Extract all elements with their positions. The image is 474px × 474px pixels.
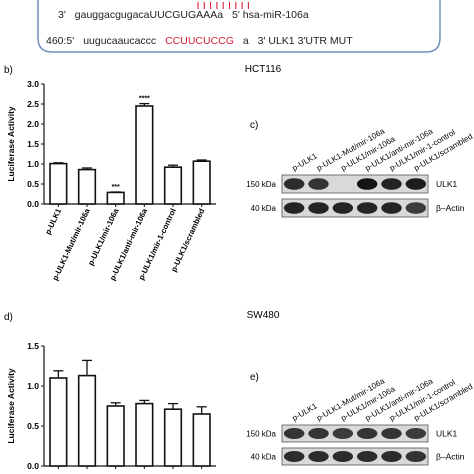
blot-band bbox=[283, 451, 305, 462]
bar bbox=[163, 166, 183, 205]
mir-sequence: gauggacgugacaUUCGUGAAAa bbox=[75, 9, 223, 21]
panel-label-d: d) bbox=[4, 312, 13, 323]
blot-band bbox=[308, 428, 329, 439]
blot-band bbox=[381, 202, 402, 214]
bar bbox=[77, 374, 97, 467]
blot-band bbox=[405, 202, 427, 214]
y-tick-label: 0.5 bbox=[27, 421, 39, 431]
blot-protein-label: β–Actin bbox=[436, 203, 465, 213]
mut-line: 460:5' uugucaaucaccc CCUUCUCCG a 3' ULK1… bbox=[46, 35, 353, 47]
y-tick-label: 2.5 bbox=[27, 99, 39, 109]
blot-band bbox=[356, 178, 378, 190]
mut-sequence-b: a bbox=[243, 35, 249, 47]
bar bbox=[192, 160, 211, 205]
blot-protein-label: ULK1 bbox=[436, 179, 458, 189]
y-axis-label: Luciferase Activity bbox=[6, 106, 16, 182]
bar bbox=[106, 191, 125, 205]
blot-band bbox=[332, 451, 354, 462]
mut-suffix: 3' ULK1 3'UTR MUT bbox=[258, 35, 354, 47]
blot-band bbox=[308, 202, 329, 214]
blot-band bbox=[308, 178, 329, 190]
y-axis-label: Luciferase Activity bbox=[6, 368, 16, 444]
y-tick-label: 0.5 bbox=[27, 179, 39, 189]
panel-label-e: e) bbox=[250, 372, 259, 383]
chart-sw480: 0.0 0.5 1.0 1.5 Luciferase Activity bbox=[6, 341, 216, 471]
blot-kda-label: 40 kDa bbox=[251, 453, 277, 462]
bar bbox=[49, 377, 68, 467]
western-blot-hct116: p-ULK1p-ULK1-Mut/mir-106ap-ULK1/mir-106a… bbox=[246, 126, 474, 218]
mut-sequence-mutated: CCUUCUCCG bbox=[165, 35, 234, 47]
sequence-panel-border bbox=[37, 0, 441, 53]
blot-band bbox=[356, 202, 378, 214]
blot-band bbox=[332, 202, 354, 214]
significance-label: *** bbox=[112, 184, 120, 191]
blot-band bbox=[381, 178, 402, 190]
mir-prefix: 3' bbox=[58, 9, 66, 21]
blot-kda-label: 150 kDa bbox=[246, 430, 276, 439]
x-tick-label: p-ULK1/mir-106a bbox=[86, 206, 121, 267]
western-blot-sw480: p-ULK1p-ULK1-Mut/mir-106ap-ULK1/mir-106a… bbox=[246, 376, 474, 466]
blot-lane-label: p-ULK1 bbox=[291, 401, 319, 423]
blot-band bbox=[332, 428, 354, 439]
blot-band bbox=[381, 428, 402, 439]
blot-band bbox=[283, 428, 305, 439]
blot-band bbox=[405, 178, 427, 190]
chart-title-hct116: HCT116 bbox=[245, 64, 282, 75]
sequence-panel: 3' gauggacgugacaUUCGUGAAAa 5' hsa-miR-10… bbox=[37, 0, 441, 53]
blot-band bbox=[308, 451, 329, 462]
blot-protein-label: β–Actin bbox=[436, 452, 465, 462]
blot-kda-label: 150 kDa bbox=[246, 180, 276, 189]
blot-band bbox=[356, 451, 378, 462]
y-tick-label: 0.0 bbox=[27, 461, 39, 471]
bar bbox=[106, 405, 125, 467]
blot-kda-label: 40 kDa bbox=[251, 204, 277, 213]
y-tick-label: 1.0 bbox=[27, 159, 39, 169]
panel-label-c: c) bbox=[250, 120, 258, 131]
bar bbox=[163, 408, 183, 467]
mir-line: 3' gauggacgugacaUUCGUGAAAa 5' hsa-miR-10… bbox=[58, 9, 309, 21]
bar bbox=[49, 162, 68, 205]
y-tick-label: 1.5 bbox=[27, 341, 39, 351]
y-tick-label: 3.0 bbox=[27, 79, 39, 89]
x-tick-label: p-ULK1 bbox=[43, 206, 63, 236]
blot-band bbox=[381, 451, 402, 462]
panel-label-b: b) bbox=[4, 65, 13, 76]
y-tick-label: 2.0 bbox=[27, 119, 39, 129]
significance-label: **** bbox=[139, 96, 150, 103]
mut-sequence-a: uugucaaucaccc bbox=[83, 35, 156, 47]
blot-band bbox=[283, 178, 305, 190]
chart-hct116: 0.0 0.5 1.0 1.5 2.0 2.5 3.0 Luciferase Activity… bbox=[6, 79, 216, 282]
bar bbox=[192, 413, 211, 467]
chart-title-sw480: SW480 bbox=[247, 310, 280, 321]
y-tick-label: 1.0 bbox=[27, 381, 39, 391]
bar bbox=[77, 168, 97, 205]
blot-band bbox=[283, 202, 305, 214]
blot-protein-label: ULK1 bbox=[436, 429, 458, 439]
base-pair-lines bbox=[197, 2, 249, 9]
blot-lane-label: p-ULK1 bbox=[291, 151, 319, 173]
mir-suffix: 5' hsa-miR-106a bbox=[232, 9, 309, 21]
blot-band bbox=[356, 428, 378, 439]
bar bbox=[135, 402, 154, 467]
mut-position: 460:5' bbox=[46, 35, 74, 47]
blot-band bbox=[405, 451, 427, 462]
y-tick-label: 0.0 bbox=[27, 199, 39, 209]
y-tick-label: 1.5 bbox=[27, 139, 39, 149]
blot-band bbox=[405, 428, 427, 439]
bar bbox=[135, 105, 154, 205]
